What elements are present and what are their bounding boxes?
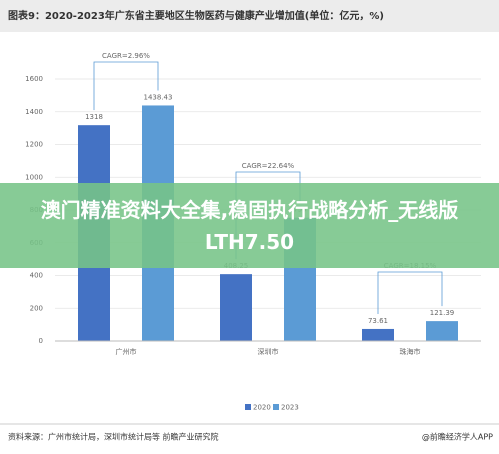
legend-label: 2023 [281,404,299,412]
value-label: 73.61 [368,317,388,325]
cagr-bracket [93,61,159,111]
y-tick-label: 200 [30,304,43,312]
x-tick-label: 珠海市 [400,347,421,356]
legend-swatch [273,404,279,410]
y-tick-label: 1200 [25,141,43,149]
bar [426,321,458,341]
value-label: 121.39 [430,309,455,317]
y-tick-label: 1000 [25,173,43,181]
legend-label: 2020 [253,404,271,412]
cagr-bracket [377,271,443,314]
legend-swatch [245,404,251,410]
source: 资料来源：广州市统计局，深圳市统计局等 前瞻产业研究院 [8,432,219,442]
x-tick-label: 广州市 [116,347,137,356]
bar [362,328,394,341]
y-tick-label: 0 [39,337,43,345]
y-tick-label: 400 [30,272,43,280]
value-label: 1318 [85,113,103,121]
y-tick-label: 1600 [25,75,43,83]
value-label: 1438.43 [144,93,173,101]
cagr-label: CAGR=2.96% [102,52,150,60]
overlay-banner: 澳门精准资料大全集,稳固执行战略分析_无线版LTH7.50 [0,183,499,268]
x-tick-label: 深圳市 [258,347,279,356]
chart-title: 图表9：2020-2023年广东省主要地区生物医药与健康产业增加值(单位：亿元，… [8,9,384,22]
title-band [0,0,499,32]
bar [220,274,252,341]
brand: @前瞻经济学人APP [422,432,493,442]
y-tick-label: 1400 [25,108,43,116]
cagr-label: CAGR=22.64% [242,162,295,170]
